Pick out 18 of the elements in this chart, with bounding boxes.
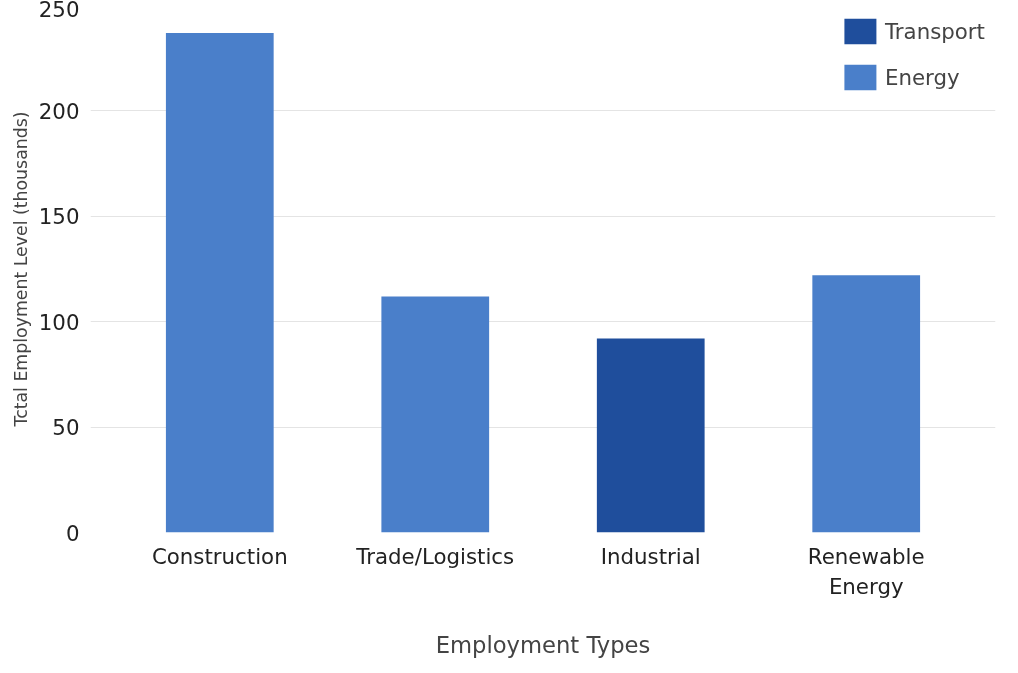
y-axis-title: Tctal Employment Level (thousands) xyxy=(10,111,31,428)
y-tick-label: 100 xyxy=(38,309,80,335)
x-tick-label: Renewable Energy xyxy=(807,543,925,599)
y-tick-label: 250 xyxy=(38,0,80,22)
x-tick-label: Trade/Logistics xyxy=(355,543,515,569)
legend-label: Energy xyxy=(884,64,960,90)
bar xyxy=(381,296,490,533)
bar xyxy=(812,275,921,533)
x-axis-title: Employment Types xyxy=(435,631,651,658)
bar xyxy=(596,338,705,533)
y-tick-label: 150 xyxy=(38,204,80,230)
x-tick-label: Industrial xyxy=(600,543,701,569)
y-tick-label: 0 xyxy=(65,520,80,546)
y-tick-label: 50 xyxy=(52,415,80,441)
legend-label: Transport xyxy=(884,18,985,44)
y-tick-label: 200 xyxy=(38,98,80,124)
x-tick-label: Construction xyxy=(151,543,288,569)
bar xyxy=(165,32,274,533)
